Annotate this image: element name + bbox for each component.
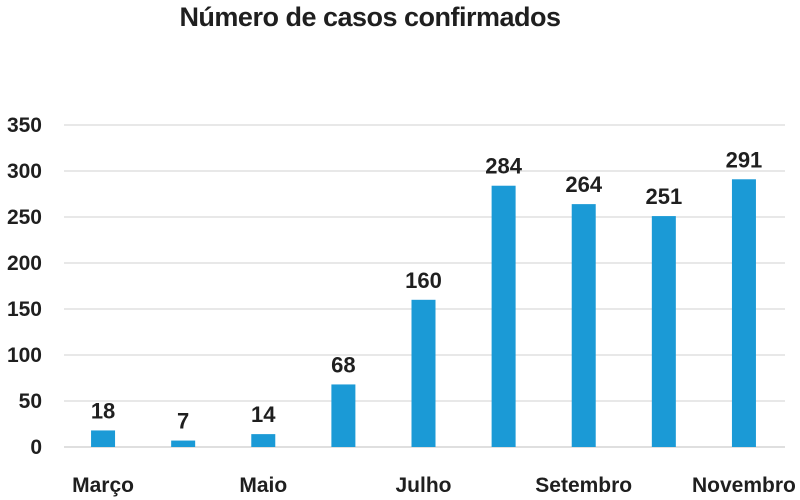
- data-label: 284: [485, 154, 522, 179]
- data-label: 251: [645, 184, 682, 209]
- data-label: 68: [331, 352, 355, 377]
- bar: [651, 216, 676, 447]
- bar: [331, 384, 356, 447]
- y-tick-label: 350: [7, 114, 42, 137]
- bar: [251, 434, 276, 447]
- data-label: 264: [565, 172, 602, 197]
- y-tick-label: 250: [7, 206, 42, 229]
- y-tick-label: 150: [7, 298, 42, 321]
- y-tick-label: 100: [7, 344, 42, 367]
- y-axis-ticks: 0 50 100 150 200 250 300 350: [7, 114, 42, 459]
- bar: [171, 440, 196, 447]
- y-tick-label: 200: [7, 252, 42, 275]
- x-tick-label: Setembro: [535, 474, 632, 497]
- data-label: 291: [726, 147, 763, 172]
- x-tick-label: Maio: [239, 474, 287, 497]
- bars: [91, 179, 756, 447]
- x-axis-ticks: Março Maio Julho Setembro Novembro: [72, 474, 796, 497]
- chart-title: Número de casos confirmados: [179, 2, 561, 32]
- y-tick-label: 300: [7, 160, 42, 183]
- x-tick-label: Novembro: [692, 474, 796, 497]
- x-tick-label: Março: [72, 474, 134, 497]
- y-tick-label: 0: [30, 436, 42, 459]
- y-tick-label: 50: [19, 390, 42, 413]
- bar: [731, 179, 756, 447]
- data-label: 18: [91, 398, 115, 423]
- bar: [91, 430, 116, 447]
- bar: [491, 185, 516, 447]
- bar: [411, 299, 436, 447]
- data-label: 160: [405, 268, 442, 293]
- bar: [571, 204, 596, 447]
- data-labels: 18 7 14 68 160 284 264 251 291: [91, 147, 762, 433]
- data-label: 14: [251, 402, 276, 427]
- x-tick-label: Julho: [396, 474, 452, 497]
- data-label: 7: [177, 409, 189, 434]
